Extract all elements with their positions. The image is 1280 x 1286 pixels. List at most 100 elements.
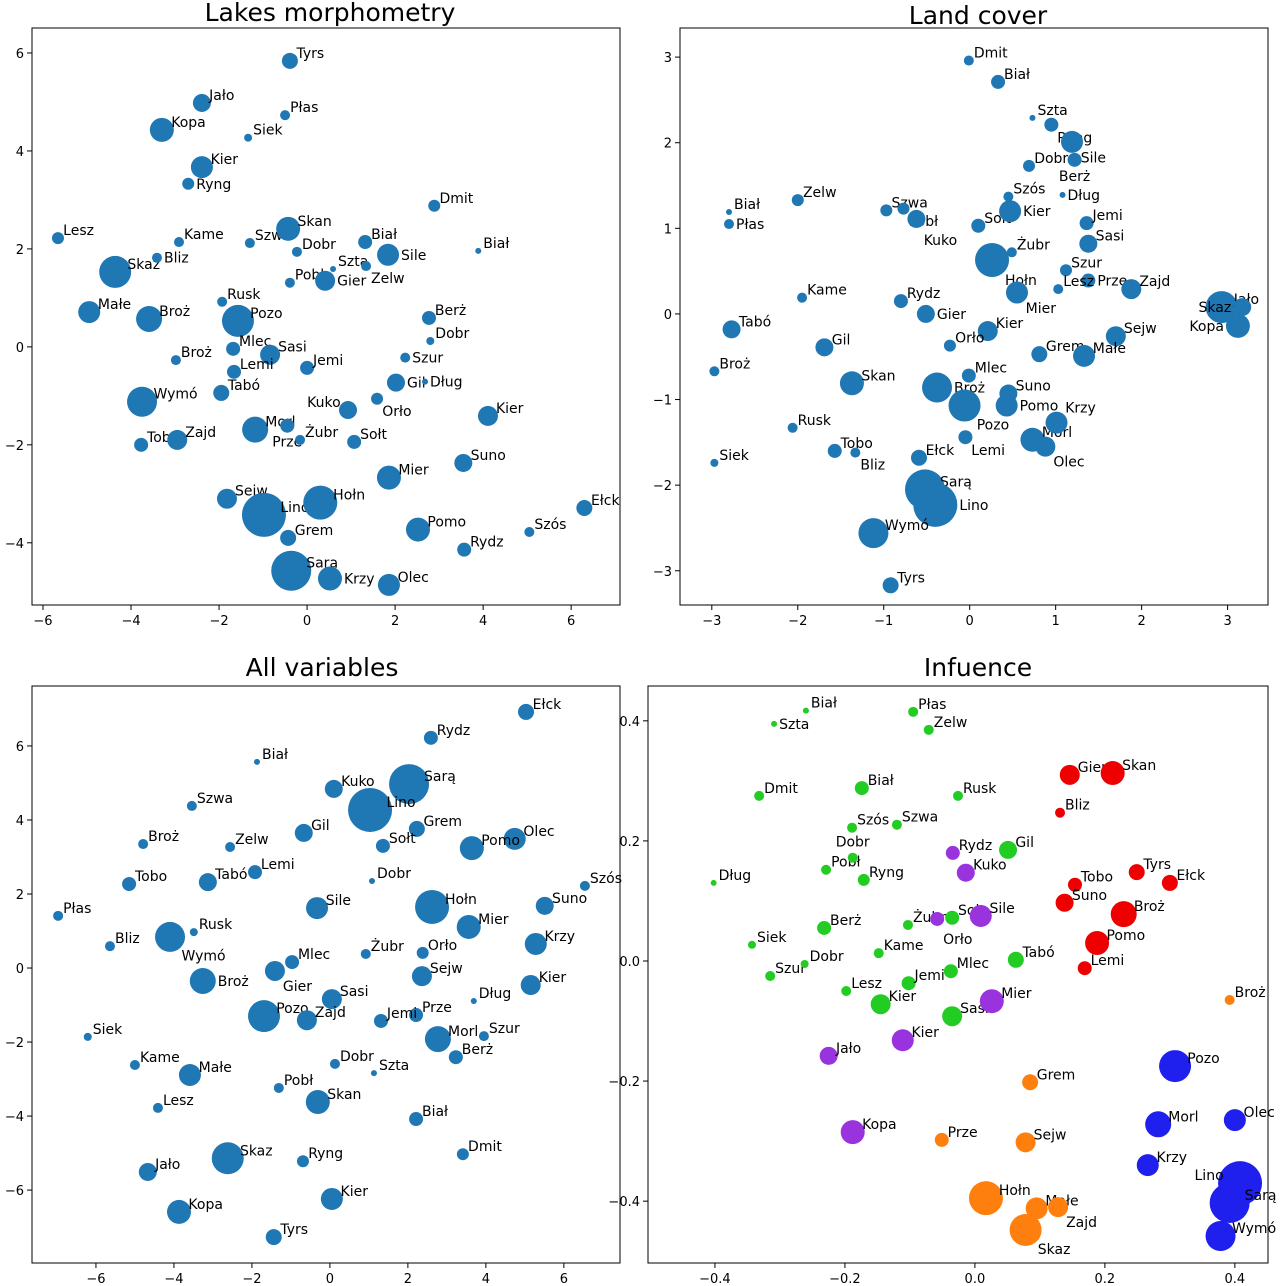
point-label: Zajd — [185, 425, 216, 441]
data-point — [291, 246, 302, 257]
data-point — [815, 338, 834, 357]
data-point — [1161, 874, 1178, 891]
point-label: Kopa — [862, 1117, 897, 1133]
y-tick-label: 3 — [664, 51, 672, 66]
x-tick-label: 6 — [567, 614, 575, 629]
point-label: Biał — [734, 197, 760, 213]
data-point — [271, 550, 312, 591]
x-tick-label: −4 — [164, 1272, 183, 1286]
point-label: Kier — [539, 970, 567, 986]
data-point — [306, 897, 329, 920]
point-label: Dług — [479, 986, 512, 1002]
point-label: Berż — [462, 1042, 493, 1058]
data-point — [296, 1010, 317, 1031]
y-tick-label: −2 — [5, 439, 24, 454]
point-label: Tyrs — [1142, 857, 1171, 873]
data-point — [225, 841, 236, 852]
point-label: Płas — [290, 100, 318, 116]
data-point — [428, 199, 441, 212]
data-point — [454, 453, 473, 472]
point-label: Bliz — [164, 251, 189, 267]
point-label: Kier — [211, 152, 239, 168]
data-point — [300, 360, 315, 375]
data-point — [478, 1031, 489, 1042]
data-point — [1031, 346, 1048, 363]
point-label: Grem — [1037, 1067, 1076, 1083]
data-point — [771, 720, 778, 727]
data-point — [847, 822, 858, 833]
x-tick-label: −2 — [209, 614, 228, 629]
point-label: Szta — [1037, 103, 1067, 119]
x-tick-label: 6 — [560, 1272, 568, 1286]
point-label: Sasi — [278, 340, 307, 356]
data-points: Tyrs Jało Płas Kopa Siek Kier Ryng Dmit Lesz Kame… — [51, 46, 620, 596]
point-label: Szwa — [197, 791, 233, 807]
point-label: Sarą — [424, 769, 456, 785]
data-point — [1022, 1074, 1039, 1091]
point-label: Kame — [884, 938, 924, 954]
point-label: Sejw — [1034, 1127, 1067, 1143]
data-point — [969, 904, 992, 927]
panel-title: Land cover — [909, 1, 1048, 30]
data-point — [51, 232, 64, 245]
y-tick-label: 0.4 — [619, 715, 640, 730]
point-label: Żubr — [305, 423, 338, 441]
x-tick-label: −1 — [874, 614, 893, 629]
data-point — [138, 839, 149, 850]
point-label: Gil — [1015, 835, 1034, 851]
data-point — [787, 422, 798, 433]
data-point — [800, 959, 809, 968]
data-point — [129, 1059, 140, 1070]
point-label: Dobr — [377, 866, 411, 882]
point-label: Dobr — [836, 835, 870, 851]
point-label: Ełck — [533, 697, 563, 713]
point-label: Broż — [148, 829, 179, 845]
data-point — [1205, 291, 1238, 324]
point-label: Dobr — [435, 326, 469, 342]
data-point — [891, 819, 902, 830]
point-label: Kier — [911, 1025, 939, 1041]
point-label: Dług — [719, 868, 752, 884]
point-label: Tabó — [738, 314, 771, 330]
data-point — [945, 845, 960, 860]
point-label: Wymó — [1232, 1221, 1276, 1237]
data-point — [710, 458, 719, 467]
data-point — [999, 200, 1022, 223]
panel-infuence: Infuence −0.4 −0.2 0.0 0.2 0.4 −0.4 −0.2 0.0 0.2… — [608, 653, 1276, 1286]
point-label: Biał — [811, 696, 837, 712]
point-label: Płas — [736, 217, 764, 233]
point-label: Ełck — [1176, 868, 1206, 884]
panel-lakes-morphometry: Lakes morphometry −6 −4 −2 0 2 4 6 −4 −2 0 2 4 6 Tyrs… — [5, 0, 621, 629]
data-point — [1159, 1050, 1192, 1083]
x-tick-label: 0 — [966, 614, 974, 629]
point-label: Szós — [1013, 182, 1045, 198]
point-label: Gil — [407, 376, 426, 392]
data-point — [747, 940, 756, 949]
data-point — [913, 482, 958, 527]
point-label: Lino — [386, 795, 415, 811]
data-point — [276, 216, 301, 241]
data-point — [943, 964, 958, 979]
x-tick-label: −2 — [788, 614, 807, 629]
data-point — [285, 955, 300, 970]
data-point — [211, 1142, 244, 1175]
point-label: Tyrs — [896, 570, 925, 586]
data-point — [858, 518, 889, 549]
data-point — [1079, 216, 1094, 231]
point-label: Jało — [208, 88, 234, 104]
point-label: Biał — [1004, 67, 1030, 83]
data-point — [361, 261, 372, 272]
point-label: Kopa — [188, 1197, 223, 1213]
data-point — [953, 790, 963, 801]
data-point — [1059, 764, 1080, 785]
data-point — [1085, 930, 1110, 955]
data-point — [167, 429, 188, 450]
point-label: Bliz — [860, 458, 885, 474]
point-label: Skan — [327, 1087, 361, 1103]
point-label: Lesz — [1063, 274, 1094, 290]
data-point — [1009, 1213, 1042, 1246]
data-point — [520, 975, 541, 996]
data-point — [360, 948, 371, 959]
axes-frame — [31, 685, 621, 1264]
